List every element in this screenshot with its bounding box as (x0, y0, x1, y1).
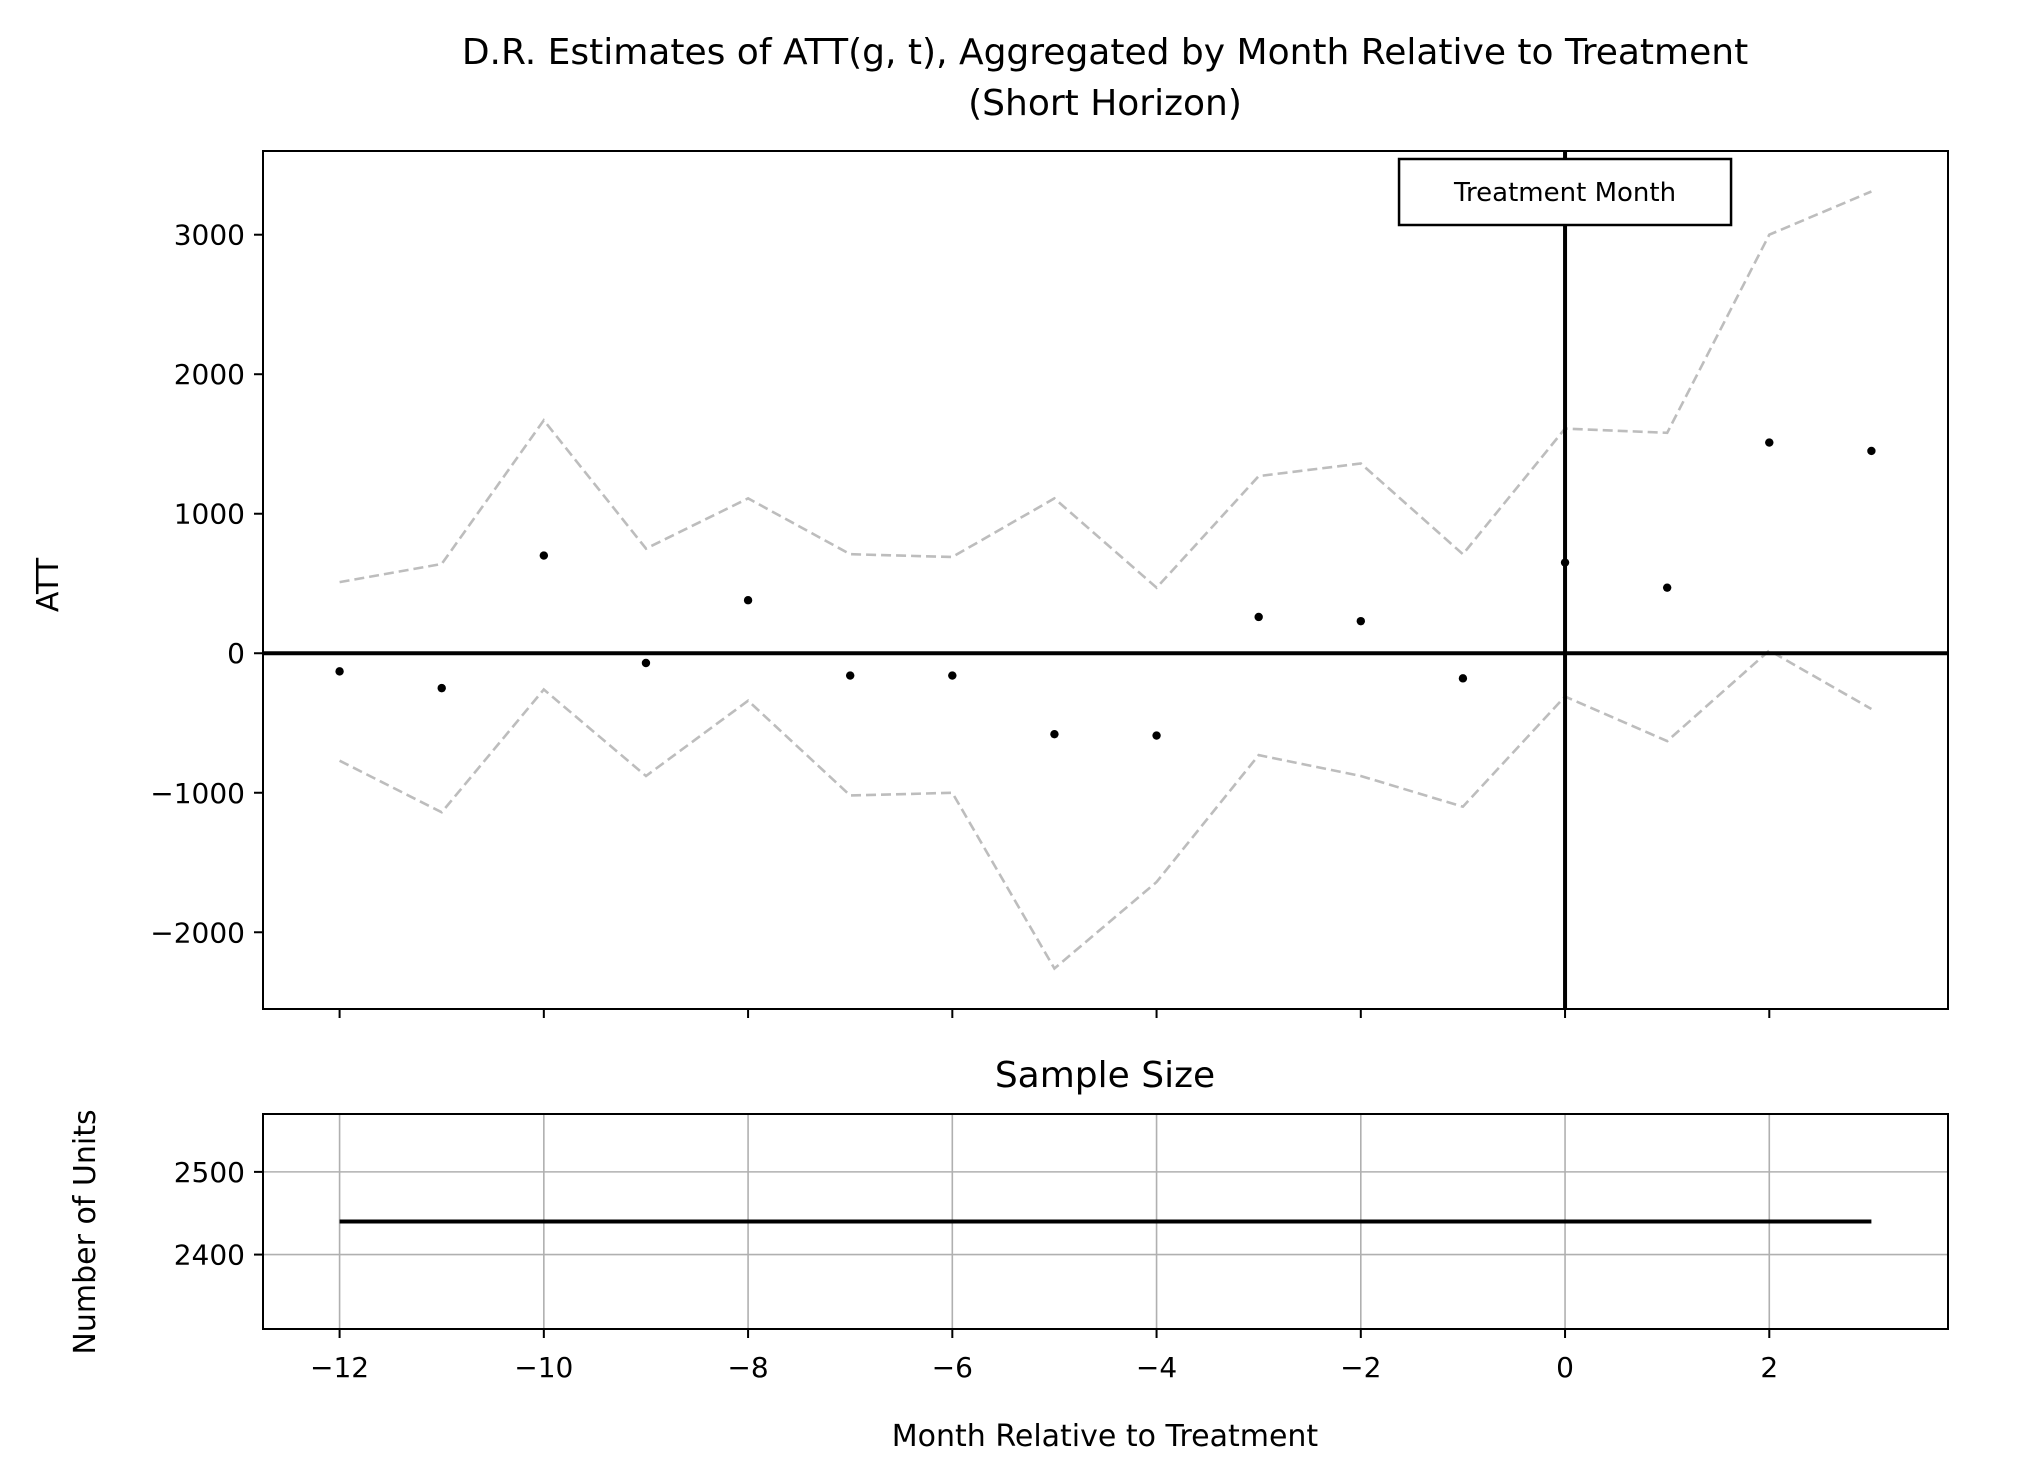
estimate-point (1662, 583, 1672, 592)
main-plot-frame (262, 150, 1949, 1010)
estimate-point (1152, 731, 1161, 740)
y-tick-label: 2400 (174, 1239, 245, 1272)
y-tick-label: 2000 (174, 358, 245, 391)
estimate-point (845, 671, 855, 680)
estimate-point (1356, 616, 1366, 626)
estimate-point (948, 671, 957, 680)
y-tick-label: −2000 (150, 916, 245, 949)
estimate-point (335, 667, 344, 676)
x-tick-label: 2 (1760, 1351, 1778, 1384)
y-tick-label: 3000 (174, 219, 245, 252)
main-y-axis-label: ATT (31, 557, 66, 612)
estimate-point (1458, 674, 1468, 683)
estimate-point (1867, 446, 1876, 456)
x-axis-label: Month Relative to Treatment (892, 1419, 1319, 1454)
x-tick-label: −2 (1340, 1351, 1381, 1384)
x-tick-label: 0 (1556, 1351, 1574, 1384)
x-tick-label: −6 (932, 1351, 973, 1384)
estimate-point (1050, 729, 1059, 739)
ci-upper-line (339, 190, 1872, 590)
y-tick-label: 2500 (174, 1156, 245, 1189)
main-chart-subtitle: (Short Horizon) (968, 83, 1242, 124)
estimate-point (437, 683, 446, 693)
x-tick-label: −4 (1136, 1351, 1177, 1384)
sample-size-title: Sample Size (995, 1055, 1215, 1096)
y-tick-label: −1000 (150, 777, 245, 810)
main-plot-area: −2000 −1000 0 1000 2000 3000 Treatment Month (150, 150, 1949, 1018)
y-tick-label: 1000 (174, 498, 245, 531)
ci-lower-line (339, 648, 1873, 971)
estimate-point (1254, 612, 1263, 622)
estimate-point (1765, 438, 1774, 447)
x-tick-label: −10 (514, 1351, 573, 1384)
treatment-month-annotation-box (1397, 157, 1733, 227)
estimate-point (641, 658, 651, 668)
estimate-point (1560, 558, 1570, 567)
sample-y-axis-label: Number of Units (68, 1109, 103, 1354)
y-tick-label: 0 (227, 637, 245, 670)
sample-plot-area: 2400 2500 −12 −10 −8 −6 −4 −2 0 2 (174, 1113, 1949, 1384)
x-tick-label: −8 (727, 1351, 768, 1384)
estimate-point (743, 596, 753, 605)
estimate-point (539, 551, 549, 560)
main-chart-title: D.R. Estimates of ATT(g, t), Aggregated … (462, 32, 1748, 73)
sample-plot-frame (262, 1113, 1949, 1330)
treatment-month-annotation: Treatment Month (1453, 178, 1676, 208)
x-tick-label: −12 (310, 1351, 369, 1384)
